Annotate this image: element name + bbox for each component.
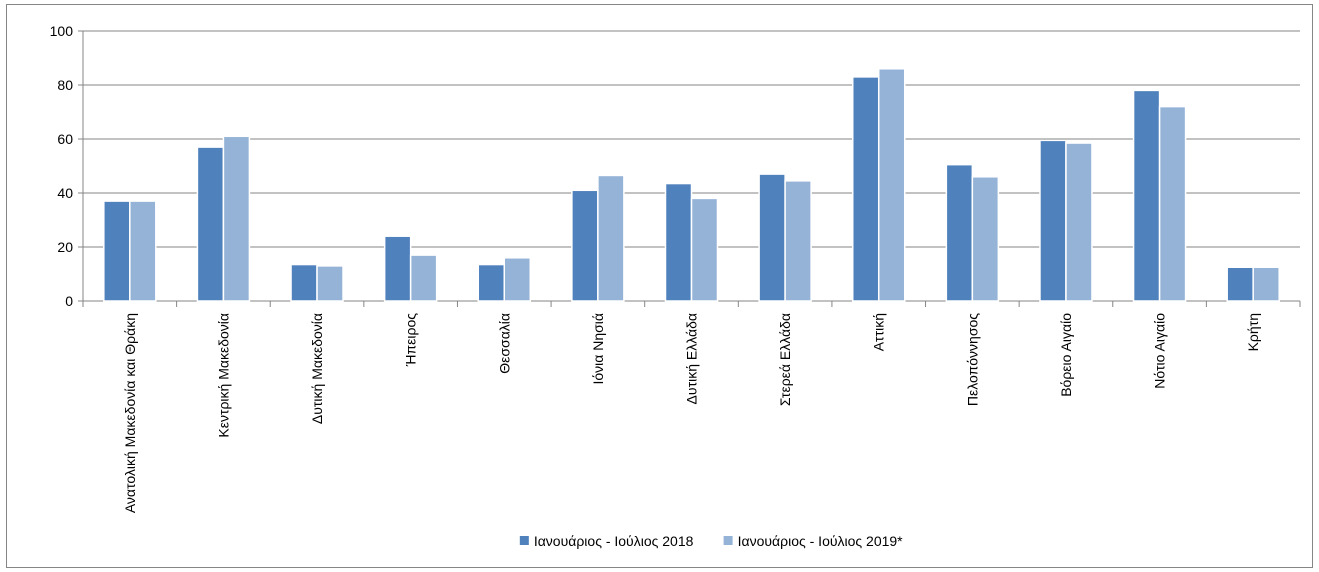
- x-tick-label: Στερεά Ελλάδα: [777, 313, 793, 406]
- legend-item: Ιανουάριος - Ιούλιος 2019*: [723, 533, 904, 549]
- legend-label: Ιανουάριος - Ιούλιος 2019*: [738, 533, 904, 549]
- bar: [1226, 266, 1254, 302]
- y-tick-label: 20: [57, 239, 73, 255]
- y-tick-label: 0: [65, 293, 73, 309]
- bar: [877, 68, 906, 302]
- x-tick-label: Ανατολική Μακεδονία και Θράκη: [122, 313, 138, 513]
- legend-label: Ιανουάριος - Ιούλιος 2018: [534, 533, 694, 549]
- bar: [290, 263, 318, 302]
- x-tick-label: Κεντρική Μακεδονία: [215, 313, 231, 438]
- bar: [571, 189, 599, 302]
- chart-frame: [6, 4, 1313, 568]
- y-tick-label: 60: [57, 131, 73, 147]
- bar: [1132, 89, 1161, 302]
- bar: [1158, 105, 1187, 302]
- y-tick-label: 100: [50, 23, 74, 39]
- y-tick-label: 80: [57, 77, 73, 93]
- bar: [383, 235, 412, 302]
- y-tick-label: 40: [57, 185, 73, 201]
- bar: [196, 146, 225, 302]
- x-tick-label: Πελοπόννησος: [964, 313, 980, 406]
- x-tick-label: Ήπειρος: [403, 313, 419, 367]
- bar: [129, 200, 157, 302]
- legend-item: Ιανουάριος - Ιούλιος 2018: [519, 533, 694, 549]
- bar: [597, 174, 625, 302]
- x-tick-label: Θεσσαλία: [496, 313, 512, 374]
- bar: [477, 263, 506, 302]
- bar: [316, 265, 344, 302]
- x-tick-label: Νότιο Αιγαίο: [1152, 313, 1168, 389]
- bar: [664, 182, 693, 302]
- legend-swatch: [519, 536, 529, 545]
- bar: [945, 163, 974, 302]
- bar: [851, 76, 880, 302]
- bar: [409, 254, 438, 302]
- x-tick-label: Κρήτη: [1245, 313, 1261, 351]
- x-tick-label: Δυτική Ελλάδα: [684, 313, 700, 404]
- bar: [1065, 142, 1093, 302]
- bar: [971, 176, 1000, 302]
- bar: [222, 135, 251, 302]
- legend-swatch: [723, 536, 733, 545]
- bar: [1252, 266, 1280, 302]
- x-tick-label: Δυτική Μακεδονία: [309, 313, 325, 424]
- x-tick-label: Βόρειο Αιγαίο: [1058, 313, 1074, 397]
- x-tick-label: Ιόνια Νησιά: [590, 313, 606, 385]
- bar: [758, 173, 786, 302]
- bar: [503, 257, 532, 302]
- bar: [784, 180, 812, 302]
- bar: [690, 197, 719, 302]
- bar: [103, 200, 131, 302]
- bar: [1039, 139, 1067, 302]
- x-tick-label: Αττική: [871, 313, 887, 351]
